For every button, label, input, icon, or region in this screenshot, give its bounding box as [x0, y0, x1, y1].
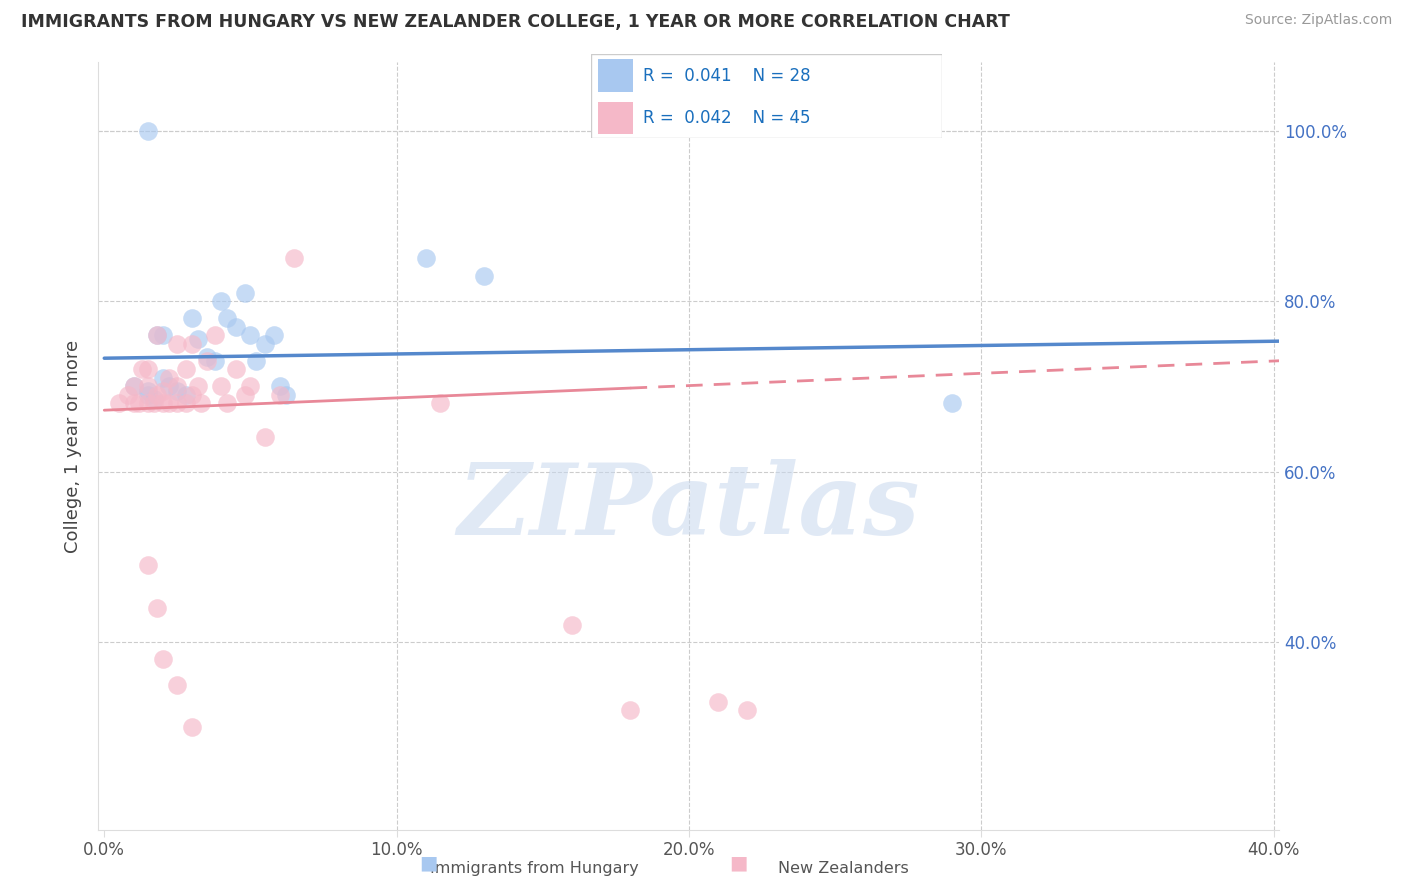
Text: R =  0.041    N = 28: R = 0.041 N = 28: [644, 67, 811, 85]
Point: [146, 388, 169, 402]
Point: [146, 328, 169, 343]
Point: [225, 362, 247, 376]
Point: [174, 362, 197, 376]
Point: [283, 252, 305, 266]
Point: [136, 396, 159, 410]
Point: [174, 388, 197, 402]
Text: Immigrants from Hungary: Immigrants from Hungary: [430, 861, 638, 876]
Point: [181, 388, 204, 402]
Y-axis label: College, 1 year or more: College, 1 year or more: [65, 340, 83, 552]
Point: [472, 268, 495, 283]
Point: [181, 336, 204, 351]
Point: [136, 362, 159, 376]
Point: [143, 396, 166, 410]
Point: [146, 601, 169, 615]
Point: [181, 720, 204, 734]
Text: Source: ZipAtlas.com: Source: ZipAtlas.com: [1244, 13, 1392, 28]
Point: [143, 392, 166, 406]
Point: [152, 652, 174, 666]
Point: [429, 396, 451, 410]
Point: [274, 388, 297, 402]
Point: [152, 396, 174, 410]
Point: [117, 388, 139, 402]
Point: [269, 379, 291, 393]
Point: [195, 350, 218, 364]
Point: [254, 336, 277, 351]
Point: [941, 396, 963, 410]
Point: [737, 703, 759, 717]
Point: [187, 379, 209, 393]
Text: ZIPatlas: ZIPatlas: [458, 459, 920, 556]
Point: [190, 396, 212, 410]
Point: [204, 328, 226, 343]
Point: [166, 678, 188, 692]
Point: [136, 388, 159, 402]
Point: [195, 353, 218, 368]
Point: [122, 379, 145, 393]
Point: [136, 384, 159, 398]
Point: [233, 388, 256, 402]
Point: [166, 379, 188, 393]
Point: [707, 695, 730, 709]
Point: [561, 618, 583, 632]
Point: [269, 388, 291, 402]
FancyBboxPatch shape: [598, 102, 633, 134]
Point: [122, 379, 145, 393]
Point: [131, 362, 153, 376]
Point: [209, 294, 232, 309]
Point: [157, 379, 180, 393]
Text: IMMIGRANTS FROM HUNGARY VS NEW ZEALANDER COLLEGE, 1 YEAR OR MORE CORRELATION CHA: IMMIGRANTS FROM HUNGARY VS NEW ZEALANDER…: [21, 13, 1010, 31]
Point: [225, 319, 247, 334]
Point: [108, 396, 131, 410]
Point: [233, 285, 256, 300]
Point: [157, 396, 180, 410]
Point: [174, 396, 197, 410]
Point: [128, 396, 150, 410]
Point: [136, 558, 159, 573]
Point: [239, 328, 262, 343]
Text: New Zealanders: New Zealanders: [779, 861, 908, 876]
Point: [239, 379, 262, 393]
Point: [215, 396, 238, 410]
Point: [263, 328, 285, 343]
Point: [215, 311, 238, 326]
Point: [245, 353, 267, 368]
Point: [146, 328, 169, 343]
FancyBboxPatch shape: [598, 60, 633, 92]
Point: [204, 353, 226, 368]
Point: [152, 384, 174, 398]
Text: ■: ■: [728, 854, 748, 872]
Point: [136, 123, 159, 137]
Point: [254, 430, 277, 444]
Point: [166, 336, 188, 351]
Point: [157, 371, 180, 385]
Point: [415, 252, 437, 266]
Point: [152, 328, 174, 343]
Point: [136, 379, 159, 393]
Point: [122, 396, 145, 410]
Point: [209, 379, 232, 393]
Point: [166, 396, 188, 410]
Text: R =  0.042    N = 45: R = 0.042 N = 45: [644, 109, 811, 127]
Point: [187, 333, 209, 347]
Point: [166, 384, 188, 398]
Point: [619, 703, 641, 717]
Text: ■: ■: [419, 854, 439, 872]
Point: [152, 371, 174, 385]
Point: [181, 311, 204, 326]
